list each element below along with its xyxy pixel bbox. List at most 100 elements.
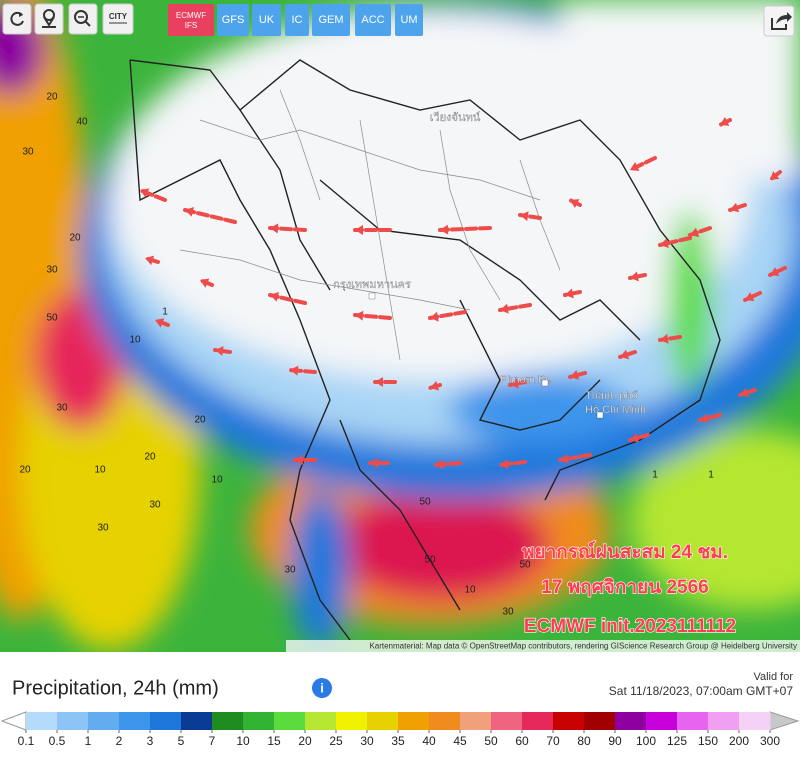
- city-marker: [541, 379, 549, 387]
- valid-time: Sat 11/18/2023, 07:00am GMT+07: [609, 684, 794, 698]
- colorbar-tick-label: 45: [453, 734, 467, 748]
- zoom-button[interactable]: [68, 3, 98, 35]
- colorbar-segment: [398, 712, 430, 730]
- contour-label: 50: [46, 313, 58, 324]
- wind-arrow-head: [745, 292, 755, 302]
- colorbar-segment: [491, 712, 523, 730]
- colorbar-tick-label: 200: [729, 734, 749, 748]
- wind-arrow-head: [630, 162, 640, 172]
- wind-arrow-head: [355, 225, 363, 235]
- colorbar-tick-label: 30: [360, 734, 374, 748]
- contour-label: 30: [502, 607, 514, 618]
- model-label: ACC: [361, 14, 384, 26]
- wind-arrow-head: [430, 311, 439, 322]
- colorbar-tick-label: 35: [391, 734, 405, 748]
- contour-label: 30: [97, 523, 109, 534]
- wind-arrow-head: [570, 199, 580, 209]
- model-button[interactable]: ACC: [355, 4, 391, 36]
- location-button[interactable]: [34, 3, 64, 35]
- toolbar: CITY ECMWF IFS GFS UK IC GEM ACC UM: [2, 3, 795, 37]
- colorbar-segment: [615, 712, 647, 730]
- model-button-bg: [252, 4, 281, 36]
- model-button[interactable]: IC: [285, 4, 309, 36]
- overlay-line: ECMWF init.2023111112: [524, 616, 736, 637]
- model-label: GFS: [222, 14, 245, 26]
- wind-arrow-head: [520, 211, 529, 222]
- wind-arrow-head: [435, 459, 444, 470]
- contour-label: 30: [46, 265, 58, 276]
- wind-arrow-head: [630, 433, 640, 443]
- contour-label: 20: [144, 452, 156, 463]
- colorbar-segment: [584, 712, 616, 730]
- wind-arrows: [138, 116, 787, 470]
- wind-arrow-head: [500, 303, 509, 314]
- model-button[interactable]: GFS: [217, 4, 249, 36]
- colorbar-segment: [739, 712, 771, 730]
- colorbar-segment: [274, 712, 306, 730]
- valid-label: Valid for: [753, 671, 793, 683]
- place-labels: Phnom Pe Thành phố Hồ Chí Minh กรุงเทพมหานค…: [333, 111, 646, 419]
- model-button-bg: [312, 4, 350, 36]
- contour-label: 20: [69, 233, 81, 244]
- colorbar-tick-label: 60: [515, 734, 529, 748]
- model-button-bg: [168, 4, 214, 36]
- colorbar-segment: [646, 712, 678, 730]
- model-button-bg: [355, 4, 391, 36]
- place-label: Phnom Pe: [500, 374, 551, 386]
- contour-label: 20: [19, 465, 31, 476]
- colorbar-tick-label: 80: [577, 734, 591, 748]
- contour-label: 10: [211, 475, 223, 486]
- wind-arrow-head: [140, 188, 150, 198]
- colorbar-segment: [522, 712, 554, 730]
- contour-label: 50: [519, 560, 531, 571]
- wind-arrow-head: [740, 387, 750, 398]
- overlay-line: พยากรณ์ฝนสะสม 24 ชม.: [522, 541, 728, 563]
- legend-panel: Precipitation, 24h (mm) i Valid for Sat …: [0, 652, 800, 753]
- legend-title: Precipitation, 24h (mm): [12, 677, 219, 699]
- model-button[interactable]: ECMWF IFS: [168, 4, 214, 36]
- wind-arrow: [438, 226, 492, 232]
- place-label: Hồ Chí Minh: [585, 404, 646, 416]
- colorbar-tick-label: 300: [760, 734, 780, 748]
- wind-arrow-head: [620, 349, 630, 360]
- contour-label: 30: [22, 147, 34, 158]
- wind-arrow-head: [720, 116, 730, 126]
- model-button-bg: [285, 4, 309, 36]
- contour-label: 30: [149, 500, 161, 511]
- model-label: UM: [400, 14, 417, 26]
- wind-arrow-head: [145, 255, 155, 266]
- wind-arrow-head: [565, 288, 574, 299]
- reload-button[interactable]: [2, 3, 32, 35]
- colorbar-segment: [243, 712, 275, 730]
- wind-arrow-head: [440, 224, 449, 235]
- attribution-bg: [286, 640, 800, 652]
- model-button[interactable]: UM: [395, 4, 423, 36]
- wind-arrow-head: [155, 318, 165, 328]
- colorbar-segment: [88, 712, 120, 730]
- wind-arrow-head: [770, 171, 780, 180]
- wind-arrow-head: [355, 310, 364, 321]
- model-label: UK: [259, 14, 275, 26]
- share-button[interactable]: [763, 5, 795, 37]
- info-button[interactable]: i: [312, 678, 332, 698]
- wind-arrow-head: [185, 207, 194, 217]
- map[interactable]: 20 40 30 20 30 50 1 10 30 20 10 30 20 30 10 30 50 50 30 10 1…: [0, 0, 800, 652]
- model-buttons: ECMWF IFS GFS UK IC GEM ACC UM: [168, 4, 423, 36]
- city-marker: [368, 292, 376, 300]
- model-button-bg: [217, 4, 249, 36]
- colorbar-tick-label: 70: [546, 734, 560, 748]
- place-label: เวียงจันทน์: [430, 111, 481, 124]
- attribution: Kartenmaterial: Map data © OpenStreetMap…: [369, 642, 797, 651]
- wind-arrow-head: [370, 458, 378, 468]
- wind-arrow-head: [215, 346, 224, 357]
- model-button[interactable]: UK: [252, 4, 281, 36]
- colorbar-tick-label: 0.5: [49, 734, 66, 748]
- model-button[interactable]: GEM: [312, 4, 350, 36]
- colorbar-tick-label: 2: [116, 734, 123, 748]
- contour-label: 50: [424, 555, 436, 566]
- colorbar-segment: [119, 712, 151, 730]
- city-button[interactable]: CITY: [102, 3, 134, 35]
- colorbar-tick-label: 20: [298, 734, 312, 748]
